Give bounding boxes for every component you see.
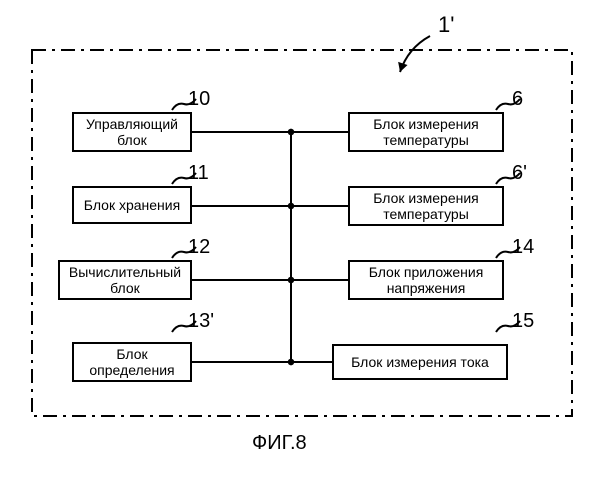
ref-label-current: 15 [512,310,534,333]
block-control: Управляющийблок [72,112,192,152]
ref-label-temp2: 6' [512,162,527,185]
ref-label-control: 10 [188,88,210,111]
block-text: Блок измерениятемпературы [373,116,479,148]
ref-label-voltage: 14 [512,236,534,259]
ref-label-storage: 11 [188,162,209,185]
block-text: Управляющийблок [86,116,178,148]
figure-caption: ФИГ.8 [252,432,307,455]
ref-label-temp1: 6 [512,88,523,111]
block-text: Блок измерения тока [351,354,489,370]
ref-label-detect: 13' [188,310,214,333]
block-compute: Вычислительныйблок [58,260,192,300]
block-detect: Блокопределения [72,342,192,382]
block-text: Блок приложениянапряжения [369,264,484,296]
block-current: Блок измерения тока [332,344,508,380]
block-temp2: Блок измерениятемпературы [348,186,504,226]
block-storage: Блок хранения [72,186,192,224]
block-temp1: Блок измерениятемпературы [348,112,504,152]
block-text: Блокопределения [89,346,174,378]
block-voltage: Блок приложениянапряжения [348,260,504,300]
block-text: Блок хранения [84,197,180,213]
diagram-root: { "canvas": { "width": 604, "height": 50… [0,0,604,500]
ref-label-compute: 12 [188,236,210,259]
container-ref-label: 1' [438,12,454,38]
block-text: Блок измерениятемпературы [373,190,479,222]
block-text: Вычислительныйблок [69,264,181,296]
